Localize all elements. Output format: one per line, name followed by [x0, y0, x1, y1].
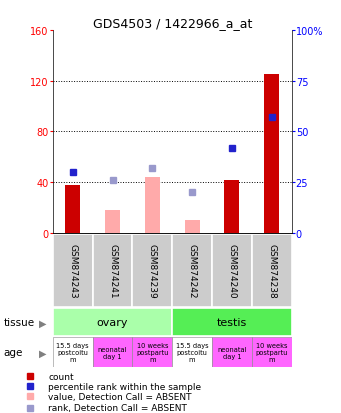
- Bar: [172, 309, 292, 337]
- Text: tissue: tissue: [3, 318, 34, 328]
- Text: 10 weeks
postpartu
m: 10 weeks postpartu m: [136, 342, 168, 363]
- Text: rank, Detection Call = ABSENT: rank, Detection Call = ABSENT: [48, 403, 187, 412]
- Bar: [184, 221, 200, 233]
- Text: 15.5 days
postcoitu
m: 15.5 days postcoitu m: [176, 342, 208, 363]
- Text: GSM874242: GSM874242: [188, 244, 197, 298]
- Bar: [252, 234, 292, 308]
- Bar: [132, 337, 172, 368]
- Text: GSM874238: GSM874238: [267, 244, 276, 298]
- Bar: [145, 178, 160, 233]
- Bar: [53, 309, 172, 337]
- Text: value, Detection Call = ABSENT: value, Detection Call = ABSENT: [48, 392, 192, 401]
- Bar: [93, 234, 132, 308]
- Text: GSM874241: GSM874241: [108, 244, 117, 298]
- Text: age: age: [3, 347, 23, 358]
- Bar: [93, 337, 132, 368]
- Text: GSM874240: GSM874240: [227, 244, 236, 298]
- Text: count: count: [48, 372, 74, 381]
- Bar: [212, 234, 252, 308]
- Text: GSM874239: GSM874239: [148, 244, 157, 298]
- Bar: [53, 234, 93, 308]
- Text: neonatal
day 1: neonatal day 1: [98, 346, 127, 359]
- Text: ▶: ▶: [39, 347, 46, 358]
- Title: GDS4503 / 1422966_a_at: GDS4503 / 1422966_a_at: [92, 17, 252, 30]
- Bar: [65, 185, 80, 233]
- Bar: [53, 337, 93, 368]
- Text: ▶: ▶: [39, 318, 46, 328]
- Bar: [172, 337, 212, 368]
- Bar: [224, 180, 239, 233]
- Text: testis: testis: [217, 318, 247, 328]
- Text: 15.5 days
postcoitu
m: 15.5 days postcoitu m: [56, 342, 89, 363]
- Bar: [252, 337, 292, 368]
- Text: percentile rank within the sample: percentile rank within the sample: [48, 382, 202, 391]
- Text: 10 weeks
postpartu
m: 10 weeks postpartu m: [255, 342, 288, 363]
- Bar: [105, 211, 120, 233]
- Bar: [172, 234, 212, 308]
- Bar: [132, 234, 172, 308]
- Text: GSM874243: GSM874243: [68, 244, 77, 298]
- Text: neonatal
day 1: neonatal day 1: [217, 346, 247, 359]
- Bar: [264, 75, 279, 233]
- Bar: [212, 337, 252, 368]
- Text: ovary: ovary: [97, 318, 128, 328]
